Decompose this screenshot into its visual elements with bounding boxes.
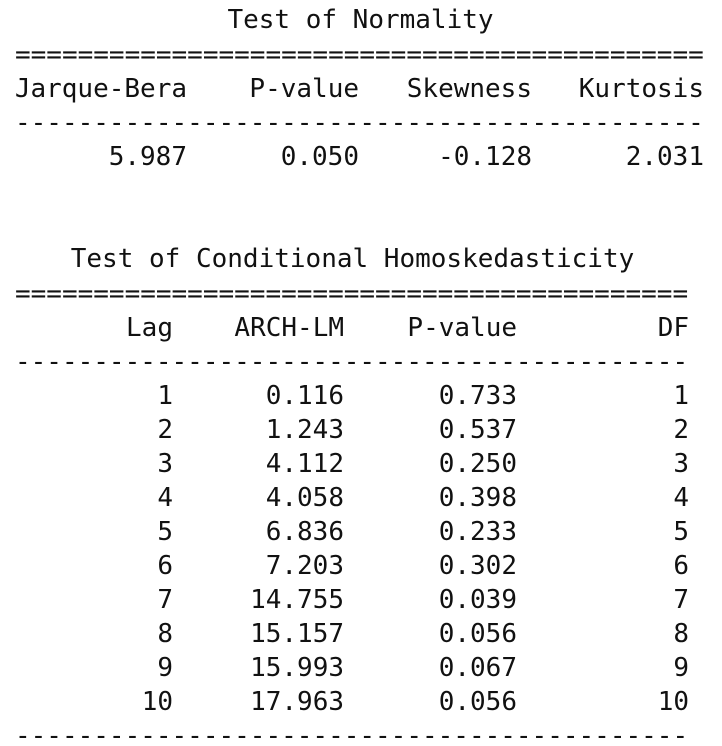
table-cell: 6.836 [265,517,344,547]
rule-single: ----------------------------------------… [15,347,689,377]
table-cell: 8 [157,619,173,649]
table-cell: 15.993 [250,653,344,683]
table-cell: -0.128 [438,142,532,172]
table-cell: 0.233 [438,517,517,547]
table-cell: 0.056 [438,619,517,649]
column-header: P-value [249,74,359,104]
table-cell: 5.987 [108,142,187,172]
table-cell: 4.058 [265,483,344,513]
table-cell: 2 [673,415,689,445]
column-header: Kurtosis [578,74,704,104]
table-cell: 2.031 [625,142,704,172]
table-cell: 10 [657,687,689,717]
rule-single: ----------------------------------------… [15,721,689,746]
table-cell: 0.302 [438,551,517,581]
table-cell: 1 [673,381,689,411]
table-cell: 6 [157,551,173,581]
table-cell: 4 [157,483,173,513]
table-title: Test of Normality [227,5,494,35]
column-header: ARCH-LM [234,313,344,343]
table-cell: 17.963 [250,687,344,717]
table-cell: 1.243 [265,415,344,445]
table-cell: 14.755 [250,585,344,615]
column-header: DF [657,313,689,343]
column-header: Lag [126,313,173,343]
table-cell: 0.250 [438,449,517,479]
table-cell: 6 [673,551,689,581]
table-cell: 0.039 [438,585,517,615]
table-cell: 4.112 [265,449,344,479]
table-cell: 3 [673,449,689,479]
rule-double: ========================================… [15,40,704,70]
table-cell: 10 [141,687,173,717]
table-cell: 7 [157,585,173,615]
table-cell: 9 [673,653,689,683]
table-cell: 2 [157,415,173,445]
table-cell: 5 [673,517,689,547]
table-cell: 3 [157,449,173,479]
table-cell: 1 [157,381,173,411]
table-cell: 0.116 [265,381,344,411]
column-header: P-value [407,313,517,343]
table-cell: 0.067 [438,653,517,683]
table-cell: 0.398 [438,483,517,513]
table-cell: 4 [673,483,689,513]
table-cell: 0.056 [438,687,517,717]
rule-single: ----------------------------------------… [15,108,704,138]
table-cell: 7.203 [265,551,344,581]
column-header: Jarque-Bera [14,74,187,104]
column-header: Skewness [406,74,532,104]
table-cell: 8 [673,619,689,649]
table-cell: 0.050 [280,142,359,172]
table-cell: 0.537 [438,415,517,445]
table-cell: 0.733 [438,381,517,411]
table-title: Test of Conditional Homoskedasticity [70,244,635,274]
table-cell: 9 [157,653,173,683]
table-cell: 5 [157,517,173,547]
table-cell: 15.157 [250,619,344,649]
rule-double: ========================================… [15,279,689,309]
table-cell: 7 [673,585,689,615]
